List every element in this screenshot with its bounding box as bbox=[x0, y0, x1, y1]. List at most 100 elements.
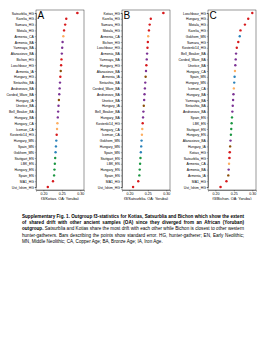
y-tick: Armenia_CA bbox=[187, 162, 208, 166]
y-tick-label: Bell_Beaker_BA bbox=[181, 52, 206, 56]
y-tick-mark bbox=[35, 129, 36, 130]
error-bar bbox=[60, 71, 61, 72]
panel: Satsurblia_HGKarelia_HGSamara_HGMotala_H… bbox=[6, 10, 84, 200]
y-tick-label: Gokhem_MN bbox=[100, 139, 121, 143]
y-axis: Satsurblia_HGKarelia_HGSamara_HGMotala_H… bbox=[6, 12, 36, 190]
y-tick: Bichon_HG bbox=[102, 41, 122, 45]
y-tick-label: Corded_Ware_BA bbox=[178, 58, 206, 62]
y-tick: Hungary_EN bbox=[186, 133, 208, 137]
error-bar bbox=[141, 134, 142, 135]
x-axis: 0.200.250.30 bbox=[209, 190, 257, 196]
x-tick-label: 0.20 bbox=[212, 192, 219, 196]
y-tick: MA1_HG bbox=[106, 180, 122, 184]
point bbox=[236, 47, 238, 49]
point bbox=[61, 52, 63, 54]
error-bar bbox=[235, 65, 236, 66]
y-tick-mark bbox=[121, 19, 122, 20]
point bbox=[54, 163, 56, 165]
y-tick-label: Armenia_CA bbox=[15, 35, 35, 39]
y-tick: Motala_HG bbox=[103, 29, 122, 33]
y-tick-mark bbox=[121, 54, 122, 55]
point bbox=[56, 122, 58, 124]
error-bar bbox=[231, 123, 232, 124]
y-tick-mark bbox=[121, 48, 122, 49]
y-tick-mark bbox=[35, 106, 36, 107]
point bbox=[228, 157, 230, 159]
point bbox=[233, 81, 235, 83]
y-tick-label: Stuttgart_EN bbox=[14, 157, 34, 161]
y-tick-label: Motala_HG bbox=[103, 29, 121, 33]
error-bar bbox=[57, 111, 58, 112]
y-tick-label: Spain_EN bbox=[191, 116, 207, 120]
error-bar bbox=[140, 146, 141, 147]
y-tick: Afanasievo_BA bbox=[97, 70, 122, 74]
point bbox=[141, 122, 143, 124]
y-tick-mark bbox=[207, 13, 208, 14]
error-bar bbox=[61, 53, 62, 54]
point bbox=[54, 151, 56, 153]
error-bar bbox=[64, 24, 65, 25]
y-tick: Spain_EN bbox=[105, 174, 122, 178]
x-tick: 0.25 bbox=[231, 190, 238, 196]
point bbox=[145, 70, 147, 72]
x-tick: 0.20 bbox=[126, 190, 133, 196]
y-tick-mark bbox=[207, 146, 208, 147]
point bbox=[55, 139, 57, 141]
y-tick-mark bbox=[207, 106, 208, 107]
point bbox=[144, 76, 146, 78]
y-tick: Ust_Ishim_HG bbox=[184, 186, 208, 190]
error-bar bbox=[231, 117, 232, 118]
y-tick-label: LBK_EN bbox=[107, 162, 121, 166]
y-tick: Corded_Ware_BA bbox=[6, 93, 36, 97]
x-tick-label: 0.20 bbox=[126, 192, 133, 196]
y-tick-mark bbox=[35, 152, 36, 153]
point bbox=[141, 128, 143, 130]
y-tick-mark bbox=[121, 141, 122, 142]
y-tick-label: Hungary_IA bbox=[188, 145, 207, 149]
y-tick-label: Motala_HG bbox=[189, 23, 207, 27]
error-bar bbox=[53, 175, 54, 176]
y-tick-label: Stuttgart_EN bbox=[100, 157, 120, 161]
point bbox=[140, 145, 142, 147]
point bbox=[219, 186, 221, 188]
y-tick-label: Hungary_EN bbox=[100, 168, 120, 172]
y-tick-label: Hungary_EN bbox=[14, 168, 34, 172]
y-tick-mark bbox=[35, 19, 36, 20]
y-tick-mark bbox=[35, 170, 36, 171]
y-tick-label: Hungary_IA bbox=[102, 104, 121, 108]
y-tick-mark bbox=[207, 54, 208, 55]
y-tick-mark bbox=[121, 164, 122, 165]
y-tick-label: Karelia_HG bbox=[188, 29, 206, 33]
point bbox=[239, 29, 241, 31]
caption: Supplementary Fig. 1. Outgroup f3-statis… bbox=[22, 214, 244, 245]
plot-frame bbox=[208, 10, 256, 190]
x-tick: 0.20 bbox=[212, 190, 219, 196]
y-tick: Samara_HG bbox=[15, 23, 36, 27]
y-tick-label: Andronovo_BA bbox=[11, 87, 35, 91]
y-tick-mark bbox=[207, 117, 208, 118]
error-bar bbox=[57, 123, 58, 124]
error-bar bbox=[47, 187, 49, 188]
point bbox=[61, 47, 63, 49]
y-tick-label: Armenia_BA bbox=[101, 52, 121, 56]
error-bar bbox=[140, 152, 141, 153]
y-tick-mark bbox=[121, 65, 122, 66]
y-tick-label: Armenia_CA bbox=[187, 162, 207, 166]
point bbox=[53, 168, 55, 170]
error-bar bbox=[146, 65, 147, 66]
y-tick: Armenia_IA bbox=[16, 70, 36, 74]
y-tick: Unetice_BA bbox=[16, 104, 36, 108]
y-tick-mark bbox=[121, 100, 122, 101]
y-tick-label: Yamnaya_BA bbox=[13, 46, 34, 50]
error-bar bbox=[63, 36, 64, 37]
y-tick-label: Satsurblia_HG bbox=[12, 12, 34, 16]
point bbox=[237, 41, 239, 43]
y-tick: Hungary_HG bbox=[100, 64, 122, 68]
point bbox=[227, 174, 229, 176]
point bbox=[55, 145, 57, 147]
y-tick-label: Loschbour_HG bbox=[183, 12, 206, 16]
error-bar bbox=[240, 30, 241, 31]
y-tick: Satsurblia_HG bbox=[184, 157, 208, 161]
y-tick-label: Kostenki14_HG bbox=[182, 46, 206, 50]
error-bar bbox=[54, 163, 55, 164]
